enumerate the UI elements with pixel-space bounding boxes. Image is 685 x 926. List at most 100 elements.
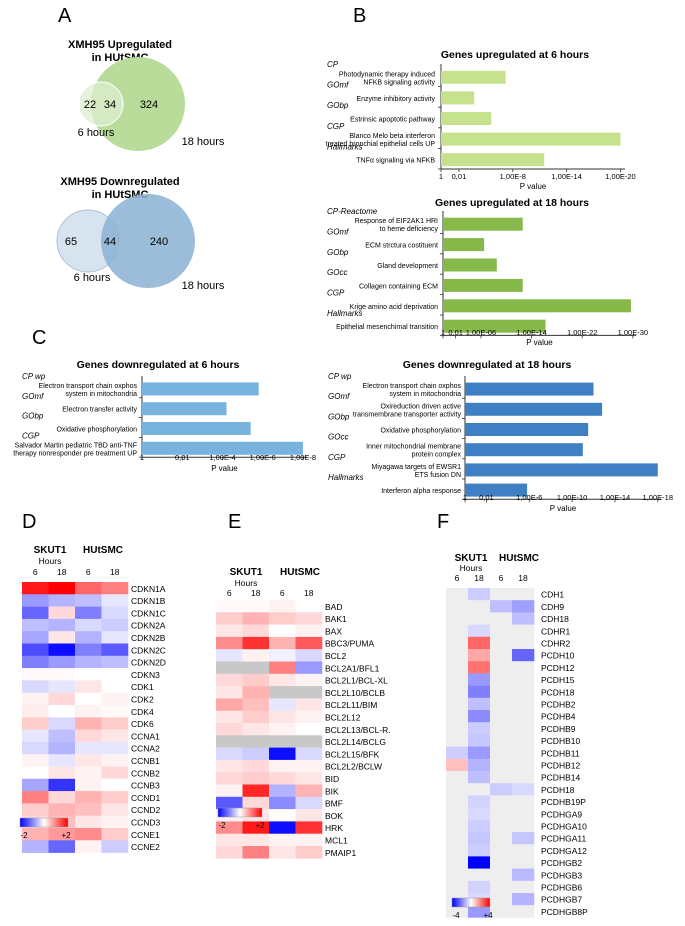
heatmap-cell bbox=[468, 649, 491, 662]
row-label: BID bbox=[325, 774, 339, 784]
heatmap-cell bbox=[75, 754, 102, 767]
row-label: PCDHB2 bbox=[541, 700, 576, 710]
category-label: CP bbox=[327, 60, 339, 69]
row-label: CCNB2 bbox=[131, 768, 160, 778]
column-label: 6 bbox=[33, 567, 38, 577]
heatmap-cell bbox=[242, 833, 270, 847]
row-label: PCDHGB2 bbox=[541, 858, 582, 868]
heatmap-cell bbox=[48, 618, 76, 632]
bar-label: Estrinsic apoptotic pathway bbox=[350, 117, 435, 124]
heatmap-cell bbox=[490, 661, 513, 674]
panel-letter-d: D bbox=[22, 511, 36, 533]
category-label: GObp bbox=[22, 412, 44, 421]
heatmap-cell bbox=[22, 668, 49, 681]
heatmap-cell bbox=[242, 710, 270, 724]
bar bbox=[441, 153, 545, 167]
heatmap-cell bbox=[216, 612, 243, 625]
heatmap-cell bbox=[22, 754, 49, 767]
row-label: CDK1 bbox=[131, 682, 154, 692]
heatmap-cell bbox=[216, 624, 243, 638]
bar bbox=[441, 91, 475, 105]
row-label: BCL2L1/BCL-XL bbox=[325, 676, 388, 686]
heatmap-cell bbox=[468, 844, 491, 857]
bar-label: Electron transfer activity bbox=[62, 407, 137, 414]
heatmap-cell bbox=[512, 661, 535, 674]
row-label: PCDHGA11 bbox=[541, 834, 586, 844]
heatmap-cell bbox=[101, 840, 129, 853]
heatmap-cell bbox=[295, 821, 323, 834]
heatmap-cell bbox=[490, 722, 513, 735]
row-label: BMF bbox=[325, 799, 343, 809]
bar-label: to heme deficiency bbox=[380, 226, 439, 233]
venn-label-18h: 18 hours bbox=[182, 136, 225, 148]
row-label: PCDH18 bbox=[541, 687, 575, 697]
heatmap-cell bbox=[468, 710, 491, 723]
heatmap-cell bbox=[22, 582, 49, 595]
heatmap-cell bbox=[101, 594, 129, 607]
heatmap-cell bbox=[48, 766, 76, 780]
heatmap-cell bbox=[295, 796, 323, 810]
heatmap-cell bbox=[75, 778, 102, 792]
category-label: CGP bbox=[328, 453, 346, 462]
heatmap-cell bbox=[512, 624, 535, 638]
heatmap-cell bbox=[22, 803, 49, 816]
heatmap-cell bbox=[468, 661, 491, 674]
row-label: PCDHGA10 bbox=[541, 822, 587, 832]
row-label: PCDHGA9 bbox=[541, 809, 582, 819]
heatmap-cell bbox=[512, 710, 535, 723]
heatmap-cell bbox=[48, 643, 76, 657]
heatmap-cell bbox=[48, 692, 76, 706]
category-label: CP wp bbox=[22, 372, 46, 381]
bar bbox=[465, 382, 594, 396]
heatmap-cell bbox=[242, 723, 270, 736]
bar bbox=[142, 441, 303, 455]
row-label: PCDHB10 bbox=[541, 736, 580, 746]
heatmap-cell bbox=[48, 594, 76, 607]
heatmap-cell bbox=[295, 612, 323, 625]
heatmap-cell bbox=[295, 624, 323, 638]
heatmap-cell bbox=[101, 766, 129, 780]
row-label: CDKN2A bbox=[131, 621, 166, 631]
heatmap-cell bbox=[490, 746, 513, 760]
group-label-hutsmc: HUtSMC bbox=[499, 553, 539, 564]
bar bbox=[465, 402, 603, 416]
heatmap-cell bbox=[512, 758, 535, 772]
heatmap-cell bbox=[22, 828, 49, 841]
heatmap-cell bbox=[269, 600, 296, 613]
bar bbox=[443, 217, 523, 231]
heatmap-cell bbox=[242, 636, 270, 650]
heatmap-cell bbox=[269, 833, 296, 847]
heatmap-cell bbox=[512, 685, 535, 699]
heatmap-cell bbox=[512, 832, 535, 845]
heatmap-cell bbox=[446, 746, 469, 760]
heatmap-cell bbox=[446, 636, 469, 650]
heatmap-cell bbox=[468, 636, 491, 650]
x-axis-label: P value bbox=[520, 182, 547, 191]
category-label: CGP bbox=[22, 431, 40, 440]
heatmap-cell bbox=[48, 840, 76, 853]
row-label: BCL2L12 bbox=[325, 713, 361, 723]
group-label-skut1: SKUT1 bbox=[230, 567, 263, 578]
heatmap-cell bbox=[22, 840, 49, 853]
heatmap-cell bbox=[216, 723, 243, 736]
heatmap-cell bbox=[48, 791, 76, 804]
heatmap-cell bbox=[22, 643, 49, 657]
heatmap-cell bbox=[75, 692, 102, 706]
x-tick-label: 1 bbox=[439, 172, 443, 181]
heatmap-cell bbox=[446, 832, 469, 845]
venn-count-overlap: 44 bbox=[104, 236, 116, 248]
heatmap-cell bbox=[446, 771, 469, 784]
x-tick-label: 0,01 bbox=[452, 172, 467, 181]
bar bbox=[465, 423, 589, 436]
bar-label: transmembrane transporter activity bbox=[353, 411, 462, 418]
row-label: CCNA2 bbox=[131, 744, 160, 754]
row-label: CDH18 bbox=[541, 614, 569, 624]
row-label: CDKN1A bbox=[131, 584, 166, 594]
heatmap-cell bbox=[216, 759, 243, 773]
heatmap-cell bbox=[468, 783, 491, 796]
heatmap-cell bbox=[295, 809, 323, 822]
chart-title: Genes downregulated at 18 hours bbox=[403, 359, 572, 371]
heatmap-cell bbox=[512, 844, 535, 857]
